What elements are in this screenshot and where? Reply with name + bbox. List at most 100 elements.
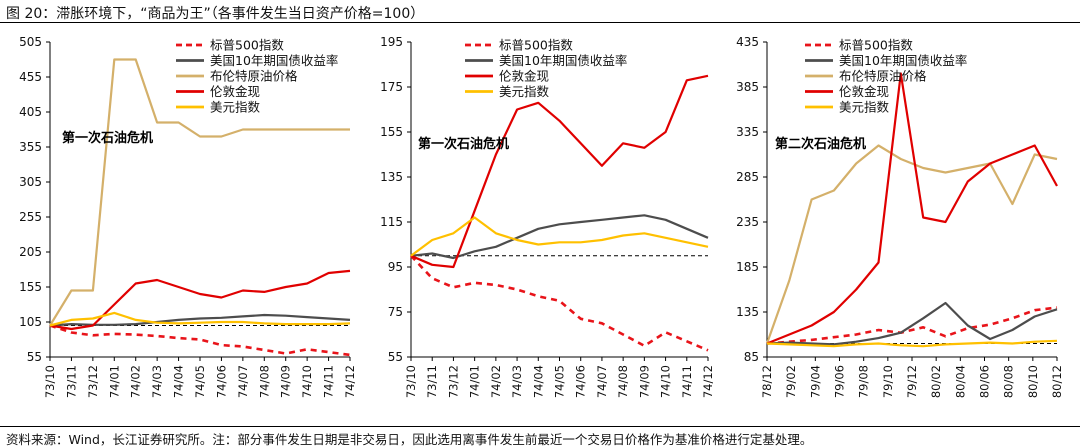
x-tick-label: 74/10 [659,365,673,398]
y-tick-label: 95 [388,260,403,274]
y-tick-label: 195 [380,35,403,49]
x-tick-label: 74/01 [468,365,482,398]
x-tick-label: 80/08 [1002,365,1016,398]
legend-label: 美国10年期国债收益率 [210,53,338,68]
x-tick-label: 79/12 [905,365,919,398]
y-tick-label: 135 [380,170,403,184]
x-tick-label: 80/12 [1050,365,1064,398]
x-tick-label: 79/02 [784,365,798,398]
series-line-2 [765,144,1058,344]
series-line-0 [766,306,1058,345]
panel-first-oil-crisis-no-oil: 55 75 95 115 135 155 175 195 73/10 73/11 73/12 74/0… [380,35,715,398]
series-line-4 [49,311,351,327]
x-tick-label: 74/12 [701,365,715,398]
y-tick-label: 405 [19,105,42,119]
x-tick-label: 74/09 [637,365,651,398]
legend-label: 美元指数 [499,84,550,99]
charts-canvas: 55 105 155 205 255 305 355 405 455 505 73/10 73/11 7… [19,35,1064,398]
series-line-1 [49,313,351,327]
x-tick-label: 74/09 [279,365,293,398]
series-line-1 [410,214,709,260]
y-tick-label: 115 [380,215,403,229]
series-line-4 [766,339,1058,348]
y-tick-label: 285 [736,170,759,184]
y-tick-label: 305 [19,175,42,189]
y-tick-label: 385 [736,80,759,94]
chart-annotation: 第一次石油危机 [62,130,153,146]
x-tick-label: 73/10 [404,365,418,398]
x-tick-label: 80/10 [1026,365,1040,398]
x-tick-label: 73/10 [43,365,57,398]
y-tick-label: 155 [19,280,42,294]
chart-annotation: 第一次石油危机 [418,136,509,152]
x-tick-label: 74/08 [616,365,630,398]
y-tick-label: 155 [380,125,403,139]
x-tick-label: 79/10 [881,365,895,398]
x-tick-label: 79/08 [857,365,871,398]
y-tick-label: 255 [19,210,42,224]
x-tick-label: 73/12 [86,365,100,398]
series-line-3 [49,269,351,331]
x-tick-label: 80/02 [929,365,943,398]
legend-label: 标普500指数 [839,38,913,53]
series-line-3 [766,72,1058,345]
x-tick-label: 79/06 [833,365,847,398]
y-tick-label: 205 [19,245,42,259]
y-tick-label: 135 [736,305,759,319]
x-tick-label: 74/11 [680,365,694,398]
x-tick-label: 73/12 [446,365,460,398]
x-tick-label: 74/04 [531,365,545,398]
y-tick-label: 355 [19,140,42,154]
x-tick-label: 74/08 [257,365,271,398]
x-tick-label: 74/01 [107,365,121,398]
legend-label: 美国10年期国债收益率 [839,53,967,68]
chart-annotation: 第二次石油危机 [775,136,866,152]
panel-second-oil-crisis: 85 135 185 235 285 335 385 435 78/12 79/02 79/04 79… [736,35,1064,398]
figure-title: 图 20：滞胀环境下，“商品为王”（各事件发生当日资产价格=100） [6,6,425,22]
legend-label: 标普500指数 [499,38,573,53]
legend-label: 布伦特原油价格 [839,69,927,84]
x-tick-label: 74/02 [489,365,503,398]
legend-label: 布伦特原油价格 [210,69,298,84]
x-tick-label: 74/06 [574,365,588,398]
series-line-0 [49,324,351,357]
x-tick-label: 74/05 [193,365,207,398]
y-tick-label: 55 [27,350,42,364]
panel-first-oil-crisis-all: 55 105 155 205 255 305 355 405 455 505 73/10 73/11 7… [19,35,357,398]
legend-label: 伦敦金现 [210,84,260,99]
x-tick-label: 74/03 [150,365,164,398]
series-line-2 [410,74,709,269]
legend-label: 美元指数 [839,100,890,115]
x-tick-label: 74/11 [322,365,336,398]
x-tick-label: 74/12 [343,365,357,398]
x-tick-label: 80/06 [978,365,992,398]
y-tick-label: 235 [736,215,759,229]
x-tick-label: 74/03 [510,365,524,398]
y-tick-label: 435 [736,35,759,49]
y-tick-label: 455 [19,70,42,84]
legend-label: 伦敦金现 [839,84,889,99]
x-tick-label: 73/11 [64,365,78,398]
x-tick-label: 78/12 [760,365,774,398]
x-tick-label: 79/04 [808,365,822,398]
y-tick-label: 335 [736,125,759,139]
y-tick-label: 55 [388,350,403,364]
series-line-2 [49,58,350,327]
x-tick-label: 74/10 [300,365,314,398]
y-tick-label: 85 [744,350,759,364]
y-tick-label: 505 [19,35,42,49]
x-tick-label: 74/06 [214,365,228,398]
title-divider [0,22,1080,23]
x-tick-label: 80/04 [953,365,967,398]
legend-label: 美元指数 [210,100,261,115]
source-note: 资料来源：Wind，长江证券研究所。注：部分事件发生日期是非交易日，因此选用离事… [6,432,813,447]
x-tick-label: 74/07 [236,365,250,398]
legend-label: 伦敦金现 [499,69,549,84]
y-tick-label: 175 [380,80,403,94]
x-tick-label: 73/11 [425,365,439,398]
series-line-0 [410,254,709,352]
y-tick-label: 185 [736,260,759,274]
y-tick-label: 105 [19,315,42,329]
y-tick-label: 75 [388,305,403,319]
x-tick-label: 74/02 [129,365,143,398]
